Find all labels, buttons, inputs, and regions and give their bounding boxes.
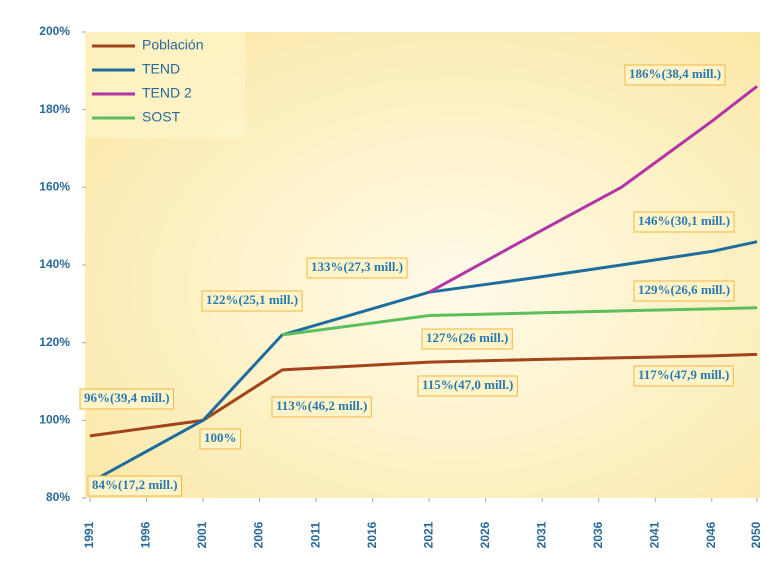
series-line [428,85,758,294]
x-tick-label: 2001 [195,521,209,548]
annotation-box [79,388,175,410]
x-tick-label: 1996 [139,521,153,548]
legend-label: TEND 2 [142,85,192,101]
annotation: 146%(30,1 mill.) [638,213,730,228]
x-tick-label: 1991 [82,521,96,548]
legend-box [85,32,245,138]
annotation: 113%(46,2 mill.) [276,398,367,413]
annotation-box [271,396,372,418]
annotation: 115%(47,0 mill.) [422,377,513,392]
annotation: 117%(47,9 mill.) [638,367,729,382]
annotation: 122%(25,1 mill.) [206,292,298,307]
annotation-box [306,257,408,279]
annotation-box [633,211,735,233]
x-tick-label: 2050 [749,521,763,548]
series-line [281,306,758,337]
y-tick-label: 160% [39,180,70,194]
y-tick-label: 140% [39,257,70,271]
x-tick-label: 2016 [365,521,379,548]
series-line [89,240,758,484]
annotation: 100% [204,430,237,445]
x-tick-label: 2006 [252,521,266,548]
annotation-box [633,365,734,387]
annotation: 129%(26,6 mill.) [638,282,730,297]
annotation: 127%(26 mill.) [426,330,508,345]
y-tick-label: 200% [39,24,70,38]
y-tick-label: 80% [46,490,70,504]
series-line [89,352,758,438]
x-tick-label: 2041 [647,521,661,548]
legend-label: SOST [142,109,181,125]
annotation-box [633,280,735,302]
annotation-box [87,475,183,497]
legend-label: TEND [142,61,180,77]
x-tick-label: 2021 [421,521,435,548]
x-tick-label: 2046 [704,521,718,548]
x-tick-label: 2011 [308,522,322,548]
x-tick-label: 2036 [591,521,605,548]
annotation: 186%(38,4 mill.) [629,66,721,81]
y-tick-label: 180% [39,102,70,116]
y-tick-label: 100% [39,413,70,427]
y-tick-label: 120% [39,335,70,349]
x-tick-label: 2026 [478,521,492,548]
annotation: 133%(27,3 mill.) [311,259,403,274]
annotation: 96%(39,4 mill.) [84,390,170,405]
annotation-box [199,428,241,450]
legend-label: Población [142,37,204,53]
annotation-box [201,290,303,312]
annotation-box [417,375,518,397]
x-tick-label: 2031 [534,521,548,548]
annotation-box [421,328,513,350]
annotation-box [624,64,726,86]
annotation: 84%(17,2 mill.) [92,477,178,492]
